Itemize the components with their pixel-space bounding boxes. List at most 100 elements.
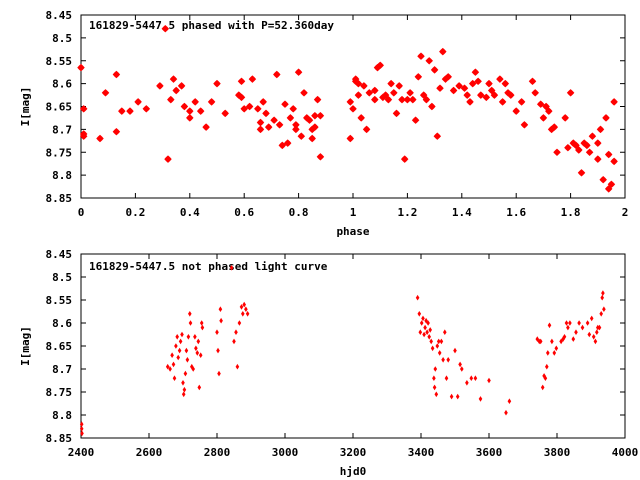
data-point: [365, 89, 374, 97]
data-point: [419, 320, 424, 326]
x-tick-label: 2600: [136, 446, 163, 459]
data-point: [168, 366, 172, 372]
data-point: [471, 68, 480, 76]
data-point: [588, 132, 597, 140]
data-point: [468, 79, 477, 88]
data-point: [181, 380, 185, 386]
y-axis-label: I[mag]: [19, 326, 32, 366]
y-tick-label: 8.55: [46, 294, 73, 307]
y-tick-label: 8.7: [52, 363, 72, 376]
data-point: [422, 95, 431, 104]
x-tick-label: 3200: [340, 446, 367, 459]
phased-panel: 0 0.2 0.4 0.6 0.8 1 1.2 1.4 1.6 1.8 2 8.45 8.5 8.55 8.…: [19, 9, 628, 238]
data-point: [196, 107, 205, 115]
data-point: [281, 100, 289, 108]
x-tick-label: 2: [622, 206, 629, 219]
x-tick-label: 3800: [544, 446, 571, 459]
data-point: [599, 311, 603, 317]
data-point: [409, 95, 417, 104]
y-tick-label: 8.65: [46, 101, 73, 114]
x-tick-label: 0.2: [125, 206, 145, 219]
data-point: [577, 320, 581, 326]
data-point: [182, 386, 187, 393]
data-point: [395, 82, 403, 90]
data-point: [478, 396, 483, 402]
data-point: [411, 116, 420, 124]
data-point: [436, 338, 441, 345]
y-tick-label: 8.65: [46, 340, 73, 353]
data-point: [199, 320, 204, 326]
data-point: [403, 95, 412, 104]
data-point: [552, 350, 557, 356]
data-point: [583, 141, 591, 150]
data-point: [241, 311, 245, 317]
unphased-panel: 2400 2600 2800 3000 3200 3400 3600 3800 4000 8.45…: [19, 248, 638, 478]
data-point: [550, 123, 559, 131]
data-point: [186, 107, 194, 115]
data-point: [418, 329, 423, 335]
data-point: [79, 105, 88, 113]
data-point: [465, 380, 469, 386]
data-point: [460, 84, 469, 92]
data-point: [564, 320, 569, 326]
data-point: [432, 375, 436, 381]
data-point: [292, 125, 300, 134]
data-point: [176, 354, 180, 361]
x-axis-label: phase: [336, 225, 369, 238]
data-point: [171, 361, 176, 368]
data-point: [237, 77, 246, 86]
data-point: [546, 350, 550, 356]
data-point: [417, 311, 422, 317]
plot-frame: [80, 253, 626, 439]
data-point: [398, 95, 406, 104]
data-point: [455, 82, 463, 90]
data-point: [417, 52, 425, 60]
data-point: [297, 132, 306, 140]
data-point: [174, 343, 178, 349]
data-point: [357, 114, 365, 122]
data-point: [237, 320, 242, 326]
plot-title: 161829-5447.5 not phased light curve: [89, 260, 328, 273]
data-point: [177, 347, 182, 354]
data-point: [437, 350, 442, 356]
data-point: [275, 121, 284, 129]
data-point: [597, 324, 602, 331]
data-point: [429, 338, 433, 345]
data-point: [360, 82, 368, 90]
data-point: [482, 93, 491, 102]
y-tick-label: 8.8: [52, 169, 72, 182]
data-point: [194, 345, 198, 352]
data-point: [501, 79, 510, 88]
data-point: [572, 141, 580, 150]
data-point: [202, 123, 210, 131]
x-tick-label: 1.2: [397, 206, 417, 219]
data-point: [575, 146, 583, 154]
data-point: [432, 384, 437, 391]
data-point: [112, 70, 121, 79]
data-point: [186, 114, 194, 122]
data-point: [477, 91, 485, 99]
data-point: [610, 157, 618, 166]
data-point: [217, 370, 221, 377]
data-point: [607, 180, 616, 189]
data-point: [215, 329, 219, 335]
x-tick-label: 3400: [408, 446, 435, 459]
data-point: [354, 79, 363, 88]
data-point: [460, 366, 464, 372]
data-point: [587, 331, 592, 338]
data-point: [167, 95, 175, 104]
data-point: [425, 57, 433, 65]
data-point: [118, 107, 126, 115]
data-point: [354, 91, 363, 99]
data-point: [387, 79, 395, 88]
data-point: [474, 77, 482, 86]
x-tick-label: 1.6: [506, 206, 526, 219]
data-point: [169, 75, 178, 83]
data-point: [289, 105, 297, 113]
x-tick-label: 2800: [204, 446, 231, 459]
data-point: [254, 105, 262, 113]
data-point: [520, 121, 529, 129]
data-point: [218, 306, 223, 312]
y-tick-label: 8.45: [46, 248, 73, 261]
data-point: [381, 91, 390, 99]
